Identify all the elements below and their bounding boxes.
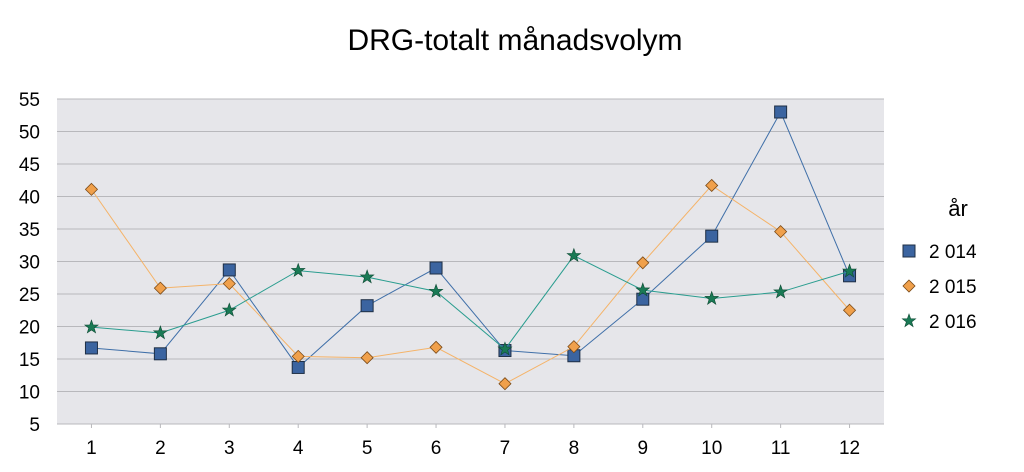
data-point — [842, 263, 858, 278]
legend-marker — [901, 313, 917, 328]
y-tick-label: 30 — [19, 253, 40, 274]
data-point — [290, 262, 306, 277]
data-point — [291, 360, 305, 374]
data-point — [429, 340, 443, 354]
x-tick-label: 6 — [431, 438, 442, 459]
x-tick-label: 4 — [293, 438, 304, 459]
legend-label: 2 015 — [929, 277, 977, 298]
series-1 — [84, 178, 857, 391]
data-point — [773, 284, 789, 299]
y-axis-ticks: 5 10 15 20 25 30 35 40 45 50 55 — [19, 90, 40, 436]
x-tick-label: 8 — [569, 438, 580, 459]
x-tick-label: 2 — [155, 438, 166, 459]
x-tick-label: 5 — [362, 438, 373, 459]
data-point — [153, 347, 167, 361]
series-line — [91, 184, 850, 385]
legend-item: 2 016 — [901, 312, 977, 333]
data-point — [221, 302, 237, 317]
y-tick-label: 10 — [19, 383, 40, 404]
legend-label: 2 016 — [929, 312, 977, 333]
legend-label: 2 014 — [929, 242, 977, 263]
data-point — [360, 351, 374, 365]
x-tick-label: 11 — [771, 438, 791, 459]
legend-item: 2 014 — [902, 242, 977, 263]
data-point — [774, 225, 788, 239]
legend-marker — [902, 279, 916, 293]
data-point — [152, 325, 168, 340]
series-line — [91, 255, 850, 350]
data-point — [291, 349, 305, 363]
data-point — [705, 178, 719, 193]
y-tick-label: 55 — [19, 90, 40, 111]
data-point — [774, 105, 788, 119]
data-point — [497, 341, 513, 356]
data-point — [566, 247, 582, 263]
data-point — [705, 229, 719, 243]
x-tick-label: 3 — [224, 438, 235, 459]
y-tick-label: 50 — [19, 123, 40, 144]
data-point — [83, 319, 99, 334]
data-point — [635, 282, 651, 297]
y-tick-label: 5 — [29, 415, 40, 436]
data-point — [498, 377, 512, 391]
x-tick-label: 7 — [500, 438, 511, 459]
x-tick-label: 10 — [701, 438, 722, 459]
data-point — [428, 283, 444, 298]
x-tick-label: 12 — [839, 438, 860, 459]
series-2 — [83, 247, 858, 356]
y-tick-label: 20 — [19, 318, 40, 339]
data-point — [567, 340, 581, 354]
x-tick-label: 9 — [638, 438, 649, 459]
y-tick-label: 35 — [19, 220, 40, 241]
gridlines — [57, 98, 884, 425]
data-point — [359, 269, 375, 284]
data-point — [84, 182, 99, 196]
chart-title: DRG-totalt månadsvolym — [347, 24, 682, 57]
y-tick-label: 25 — [19, 285, 40, 306]
data-point — [704, 290, 720, 305]
legend-marker — [902, 244, 916, 258]
data-point — [429, 261, 443, 275]
y-tick-label: 40 — [19, 188, 40, 209]
y-tick-label: 15 — [19, 350, 40, 371]
legend: år 2 014 2 015 2 016 — [901, 196, 977, 333]
x-axis-ticks: 1 2 3 4 5 6 7 8 9 10 11 12 — [57, 423, 884, 459]
legend-title: år — [948, 196, 968, 221]
data-point — [153, 281, 167, 295]
data-point — [360, 299, 374, 313]
legend-item: 2 015 — [902, 277, 977, 298]
y-tick-label: 45 — [19, 155, 40, 176]
data-point — [84, 341, 98, 355]
data-point — [222, 263, 236, 277]
data-point — [222, 277, 236, 291]
data-point — [636, 256, 650, 270]
x-tick-label: 1 — [86, 438, 97, 459]
data-point — [842, 303, 857, 317]
series-layer — [83, 105, 858, 391]
